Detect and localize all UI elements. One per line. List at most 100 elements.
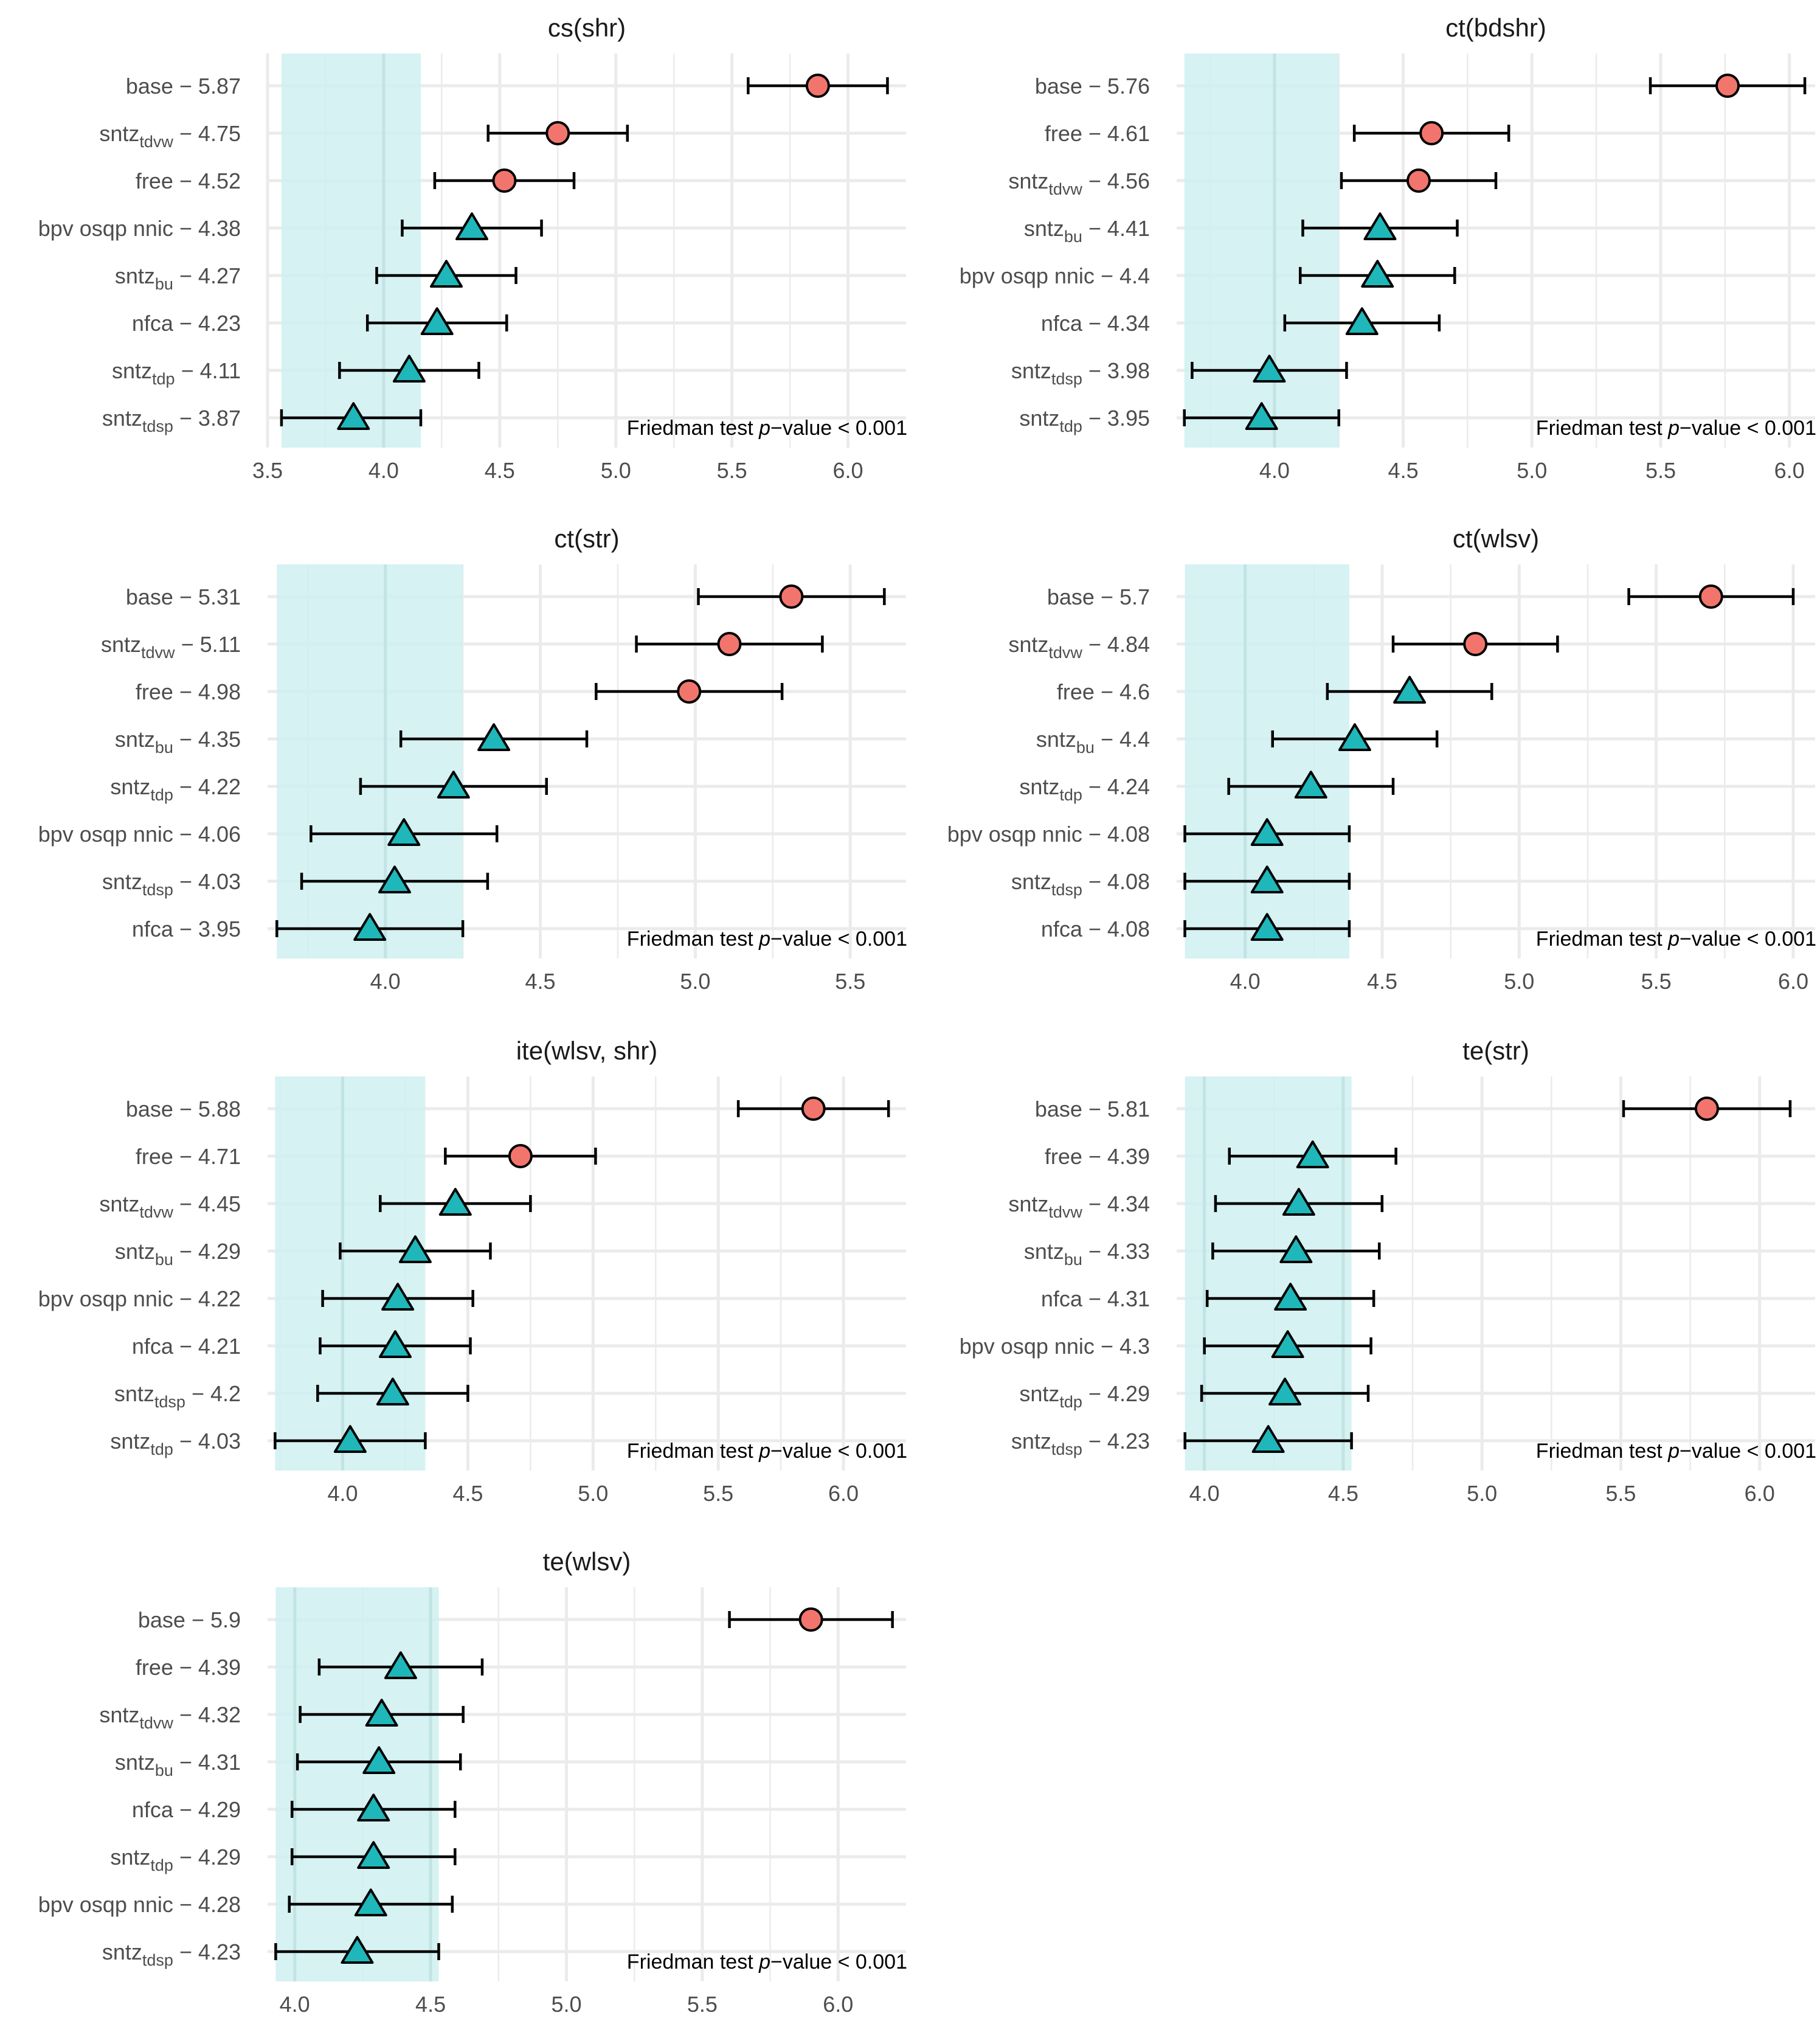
mean-rank-value: 4.08 (1107, 917, 1150, 941)
method-subscript: tdvw (141, 643, 175, 662)
friedman-annotation: Friedman test p−value < 0.001 (1536, 1440, 1816, 1463)
method-name: sntz (115, 263, 155, 288)
panel-5: te(str) 4.0 4.5 5.0 5.5 6.0 base − 5.81 free − … (960, 1036, 1816, 1506)
method-subscript: tdp (152, 370, 175, 388)
row-label: sntztdvw − 4.75 (99, 121, 241, 151)
row-label: sntztdsp − 4.03 (102, 869, 241, 899)
triangle-marker (1274, 1283, 1307, 1311)
friedman-annotation: Friedman test p−value < 0.001 (627, 1440, 907, 1463)
mean-rank-value: 4.03 (198, 1429, 241, 1454)
circle-marker (492, 168, 517, 193)
mean-rank-value: 4.4 (1119, 727, 1150, 752)
mean-rank-value: 5.76 (1107, 74, 1150, 99)
method-subscript: tdvw (139, 1203, 173, 1221)
triangle-marker (1296, 1140, 1329, 1168)
method-name: sntz (112, 358, 152, 383)
mean-rank-value: 4.98 (198, 679, 241, 704)
mean-rank-value: 4.3 (1119, 1334, 1150, 1359)
method-name: free (136, 1655, 173, 1680)
row-label: base − 5.7 (1047, 584, 1150, 609)
circle-marker (1715, 74, 1740, 98)
x-tick-label: 4.0 (1259, 458, 1290, 483)
method-name: sntz (1008, 632, 1048, 657)
row-label: sntztdsp − 4.23 (1011, 1429, 1150, 1458)
mean-rank-value: 3.95 (1107, 406, 1150, 431)
mean-rank-value: 4.39 (1107, 1144, 1150, 1169)
x-tick-label: 6.0 (1778, 969, 1808, 994)
method-name: bpv osqp nnic (947, 822, 1082, 847)
method-name: sntz (115, 1239, 155, 1264)
row-label: bpv osqp nnic − 4.08 (947, 822, 1150, 847)
row-label: sntztdvw − 4.45 (99, 1191, 241, 1221)
row-label: free − 4.39 (136, 1655, 241, 1680)
row-label: free − 4.98 (136, 679, 241, 704)
method-name: sntz (1011, 869, 1051, 894)
triangle-marker (1250, 913, 1284, 941)
best-interval-band (277, 564, 463, 958)
row-label: nfca − 4.34 (1041, 311, 1150, 336)
method-name: base (126, 1097, 173, 1121)
row-label: free − 4.6 (1057, 679, 1150, 704)
circle-marker (677, 679, 702, 704)
panel-4: ite(wlsv, shr) 4.0 4.5 5.0 5.5 6.0 base − 5.88… (38, 1036, 907, 1506)
x-tick-label: 6.0 (1745, 1481, 1775, 1506)
method-subscript: tdvw (1048, 643, 1082, 662)
mean-rank-value: 4.28 (198, 1892, 241, 1917)
row-label: sntztdp − 4.24 (1019, 774, 1150, 804)
method-subscript: tdsp (1051, 1440, 1082, 1458)
mean-rank-value: 4.23 (198, 1939, 241, 1964)
row-label: nfca − 3.95 (132, 917, 241, 941)
row-label: nfca − 4.08 (1041, 917, 1150, 941)
circle-marker (805, 74, 830, 98)
row-label: sntztdp − 4.11 (112, 358, 241, 388)
panel-title: ite(wlsv, shr) (516, 1036, 658, 1065)
panel-title: te(wlsv) (543, 1547, 631, 1576)
method-name: sntz (102, 406, 142, 431)
method-name: free (1045, 1144, 1082, 1169)
method-name: sntz (115, 727, 155, 752)
row-label: sntztdvw − 4.34 (1008, 1191, 1150, 1221)
x-tick-label: 5.0 (551, 1992, 581, 2017)
mean-rank-value: 4.29 (198, 1239, 241, 1264)
method-subscript: tdp (150, 1856, 173, 1874)
mean-rank-value: 5.88 (198, 1097, 241, 1121)
panel-6: te(wlsv) 4.0 4.5 5.0 5.5 6.0 base − 5.9 free − … (38, 1547, 907, 2017)
x-tick-label: 4.0 (370, 969, 401, 994)
method-name: base (1035, 1097, 1082, 1121)
method-name: sntz (114, 1381, 154, 1406)
method-name: sntz (1024, 1239, 1064, 1264)
method-name: bpv osqp nnic (38, 216, 173, 241)
triangle-marker (1271, 1330, 1304, 1358)
row-label: nfca − 4.21 (132, 1334, 241, 1359)
row-label: base − 5.81 (1035, 1097, 1150, 1121)
mean-rank-value: 4.34 (1107, 1191, 1150, 1216)
triangle-marker (1250, 865, 1284, 893)
circle-marker (779, 584, 804, 609)
circle-marker (1406, 168, 1431, 193)
triangle-marker (1363, 212, 1397, 240)
method-name: nfca (132, 917, 174, 941)
mean-rank-value: 4.61 (1107, 121, 1150, 146)
method-name: sntz (1019, 406, 1059, 431)
triangle-marker (398, 1235, 432, 1263)
mean-rank-value: 4.75 (198, 121, 241, 146)
x-tick-label: 6.0 (828, 1481, 859, 1506)
method-subscript: bu (155, 1250, 173, 1269)
panel-title: ct(bdshr) (1445, 13, 1546, 42)
x-tick-label: 5.0 (1467, 1481, 1497, 1506)
method-subscript: bu (155, 275, 173, 293)
triangle-marker (387, 818, 421, 846)
method-name: free (1057, 679, 1095, 704)
friedman-annotation: Friedman test p−value < 0.001 (627, 927, 907, 951)
triangle-marker (362, 1746, 396, 1774)
row-label: sntztdp − 4.29 (110, 1845, 241, 1874)
mean-rank-value: 5.87 (198, 74, 241, 99)
mean-rank-value: 4.56 (1107, 168, 1150, 193)
method-name: free (136, 1144, 173, 1169)
method-subscript: bu (1064, 227, 1082, 246)
panel-title: ct(wlsv) (1453, 524, 1539, 553)
method-name: sntz (1011, 1429, 1051, 1454)
method-subscript: bu (1064, 1250, 1082, 1269)
triangle-marker (1338, 723, 1371, 751)
